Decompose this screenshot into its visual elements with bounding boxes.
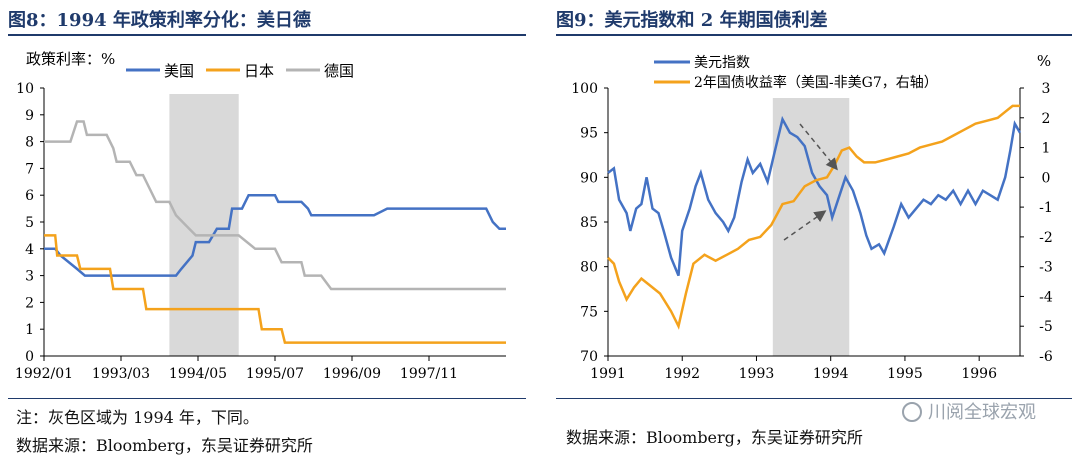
policy-rate-chart: 0 1 2 3 4 5 6 7 8 9 10 1992/01 1993/03 1994/05 1995/07… <box>15 50 506 382</box>
y-tick-label-left: 85 <box>580 215 598 231</box>
shaded-region-1994 <box>169 94 239 356</box>
annotation-arrow-down <box>799 123 838 171</box>
x-tick-label: 1994 <box>813 366 849 382</box>
right-axis-unit: % <box>1037 52 1051 70</box>
y-tick-label: 2 <box>25 295 34 311</box>
watermark: 川阅全球宏观 <box>902 398 1036 424</box>
x-tick-label: 1992/01 <box>15 366 73 382</box>
legend-label: 日本 <box>244 62 274 80</box>
x-tick-label: 1991 <box>590 366 626 382</box>
legend-label: 美国 <box>164 62 194 80</box>
left-note: 注：灰色区域为 1994 年，下同。 <box>16 408 259 427</box>
y-tick-label-left: 95 <box>580 126 598 142</box>
left-chart-title: 图8：1994 年政策利率分化：美日德 <box>8 10 311 31</box>
y-tick-label-right: -4 <box>1039 289 1053 305</box>
right-note-rule <box>556 398 1072 399</box>
y-tick-label: 7 <box>25 161 34 177</box>
y-tick-label-left: 100 <box>571 81 598 97</box>
y-tick-label-right: -5 <box>1039 319 1053 335</box>
annotation-arrow-up <box>783 210 827 241</box>
legend-label: 德国 <box>324 62 354 80</box>
dollar-index-chart: 70 75 80 85 90 95 100 -6 -5 -4 -3 -2 -1 0 1 2 3% 1991 1992… <box>571 52 1053 382</box>
series-line <box>607 115 1022 277</box>
y-tick-label: 4 <box>25 242 34 258</box>
x-tick-label: 1993 <box>739 366 775 382</box>
y-tick-label-right: -2 <box>1039 230 1053 246</box>
y-tick-label: 6 <box>25 188 34 204</box>
series-line <box>44 234 506 344</box>
y-tick-label-right: -3 <box>1039 260 1053 276</box>
y-tick-label-left: 80 <box>580 260 598 276</box>
series-line <box>607 104 1020 330</box>
y-tick-label-right: 2 <box>1042 111 1051 127</box>
right-source: 数据来源：Bloomberg，东吴证券研究所 <box>566 428 863 447</box>
x-tick-label: 1995/07 <box>246 366 304 382</box>
y-tick-label-right: -6 <box>1039 349 1053 365</box>
right-chart-title: 图9：美元指数和 2 年期国债利差 <box>556 10 828 31</box>
y-tick-label-left: 70 <box>580 349 598 365</box>
shaded-region-1994 <box>772 98 850 356</box>
right-title-rule <box>556 34 1072 36</box>
x-tick-label: 1992 <box>664 366 700 382</box>
x-tick-label: 1996 <box>961 366 997 382</box>
watermark-label: 川阅全球宏观 <box>928 402 1036 423</box>
y-tick-label: 0 <box>25 349 34 365</box>
left-title-rule <box>8 34 526 36</box>
left-note-rule <box>8 398 526 399</box>
y-tick-label-right: -1 <box>1039 200 1053 216</box>
x-tick-label: 1997/11 <box>400 366 458 382</box>
y-tick-label: 3 <box>25 269 34 285</box>
wechat-icon <box>902 402 922 422</box>
x-tick-label: 1993/03 <box>92 366 150 382</box>
y-tick-label: 10 <box>16 81 34 97</box>
y-tick-label-right: 0 <box>1042 170 1051 186</box>
y-tick-label: 9 <box>25 108 34 124</box>
y-tick-label-left: 90 <box>580 170 598 186</box>
legend-label: 2年国债收益率（美国-非美G7，右轴） <box>694 74 938 91</box>
y-tick-label: 8 <box>25 135 34 151</box>
y-tick-label-right: 3 <box>1042 81 1051 97</box>
x-tick-label: 1994/05 <box>169 366 227 382</box>
y-tick-label-right: 1 <box>1042 141 1051 157</box>
y-tick-label-left: 75 <box>580 304 598 320</box>
series-line <box>44 193 506 277</box>
y-tick-label: 1 <box>25 322 34 338</box>
x-tick-label: 1995 <box>887 366 923 382</box>
left-source: 数据来源：Bloomberg，东吴证券研究所 <box>16 436 313 455</box>
x-tick-label: 1996/09 <box>323 366 381 382</box>
series-line <box>44 120 506 291</box>
legend-label: 美元指数 <box>694 55 750 71</box>
y-axis-label: 政策利率：% <box>26 50 115 68</box>
y-tick-label: 5 <box>25 215 34 231</box>
